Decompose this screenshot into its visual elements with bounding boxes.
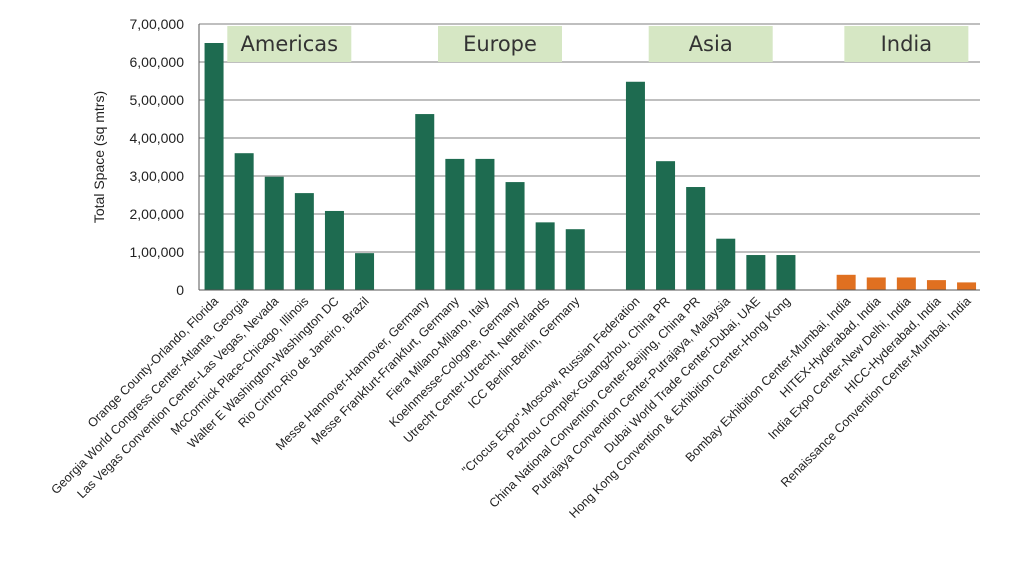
region-label-europe: Europe <box>463 32 537 56</box>
bar-americas-2 <box>234 153 254 290</box>
bar-asia-6 <box>776 255 796 290</box>
bar-europe-1 <box>415 114 435 290</box>
bar-india-4 <box>926 280 946 290</box>
region-box-europe <box>438 26 562 62</box>
bar-asia-1 <box>625 81 645 290</box>
bar-europe-6 <box>565 229 585 290</box>
bar-americas-3 <box>264 176 284 290</box>
y-tick-label: 4,00,000 <box>130 130 185 146</box>
region-label-americas: Americas <box>241 32 339 56</box>
bar-americas-5 <box>324 210 344 290</box>
bar-americas-1 <box>204 43 224 290</box>
region-labels: Americas Europe Asia India <box>227 26 969 62</box>
region-box-asia <box>648 26 773 62</box>
region-label-india: India <box>881 32 933 56</box>
region-label-asia: Asia <box>689 32 733 56</box>
axes <box>198 24 980 291</box>
bar-asia-2 <box>656 161 676 290</box>
bar-asia-5 <box>746 255 766 290</box>
y-tick-label: 1,00,000 <box>130 244 185 260</box>
bar-americas-4 <box>294 193 314 290</box>
bar-india-2 <box>866 277 886 290</box>
bar-americas-6 <box>355 253 375 290</box>
region-box-india <box>844 26 969 62</box>
y-tick-label: 6,00,000 <box>130 54 185 70</box>
y-tick-label: 5,00,000 <box>130 92 185 108</box>
bar-asia-3 <box>686 187 706 290</box>
bar-india-1 <box>836 274 856 290</box>
region-box-americas <box>227 26 352 62</box>
bar-india-3 <box>896 277 916 290</box>
category-label: Las Vegas Convention Center-Las Vegas, N… <box>74 294 281 501</box>
bar-india-5 <box>957 282 977 290</box>
bar-europe-3 <box>475 158 495 290</box>
category-label: Georgia World Congress Center-Atlanta, G… <box>48 294 251 497</box>
y-tick-label: 3,00,000 <box>130 168 185 184</box>
bar-europe-2 <box>445 158 465 290</box>
bar-europe-5 <box>535 222 555 290</box>
y-tick-label: 7,00,000 <box>130 16 185 32</box>
bar-europe-4 <box>505 182 525 290</box>
y-tick-label: 2,00,000 <box>130 206 185 222</box>
y-tick-label: 0 <box>176 282 184 298</box>
y-tick-labels: 0 1,00,000 2,00,000 3,00,000 4,00,000 5,00,00… <box>130 16 185 298</box>
y-axis-label: Total Space (sq mtrs) <box>91 91 107 223</box>
bar-asia-4 <box>716 238 736 290</box>
bars <box>204 43 977 290</box>
